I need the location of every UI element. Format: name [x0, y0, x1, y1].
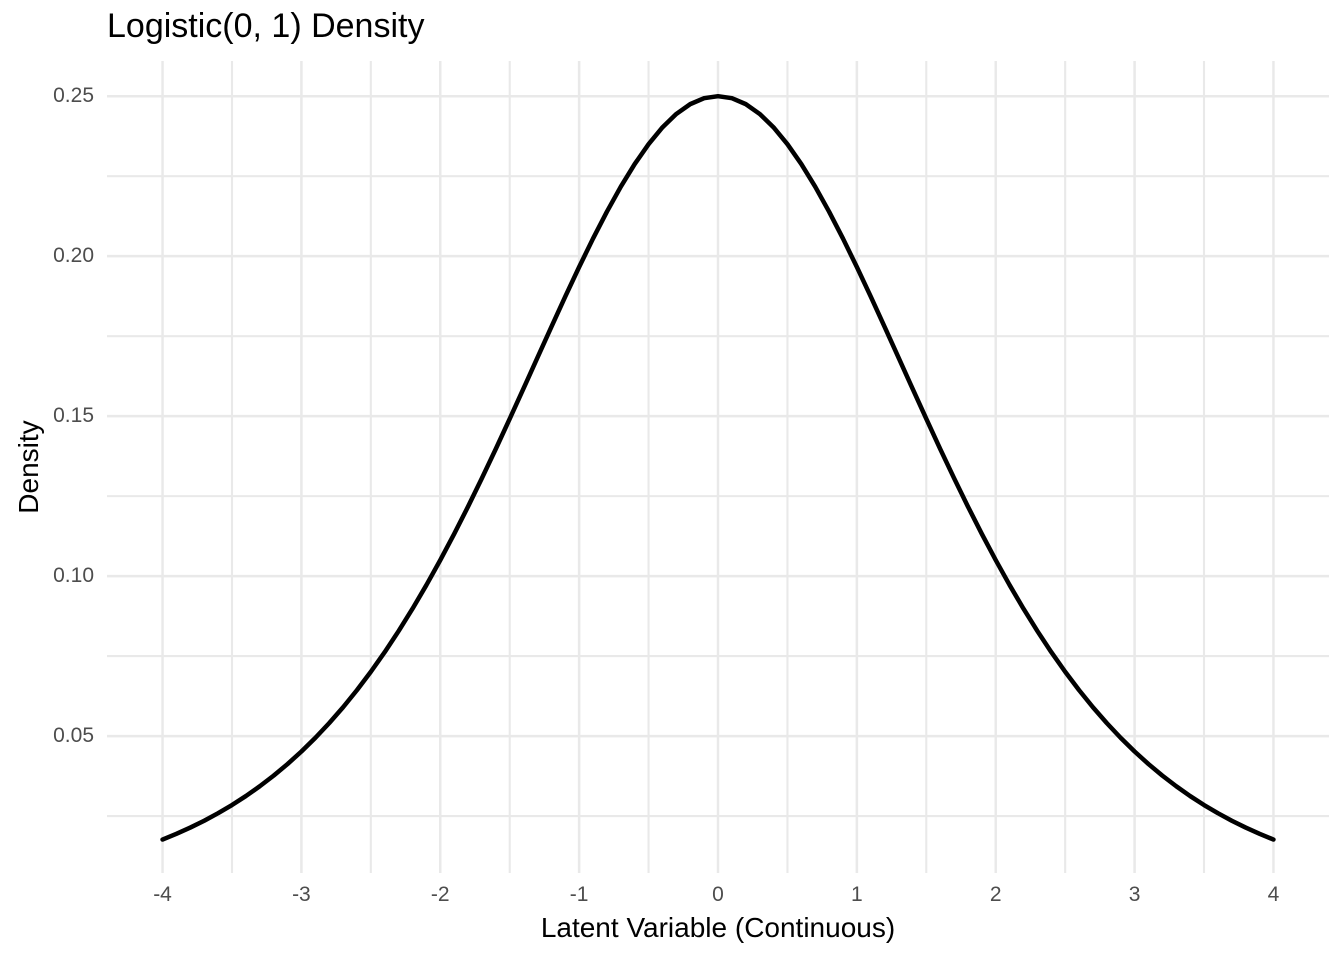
x-tick-label: -1 [569, 883, 589, 906]
plot-title: Logistic(0, 1) Density [107, 7, 425, 45]
x-tick-label: 1 [851, 883, 863, 906]
density-curve [160, 93, 1276, 842]
x-tick-label: -4 [153, 883, 172, 906]
x-tick-label: -2 [430, 883, 450, 906]
x-tick-label: 3 [1128, 883, 1141, 906]
y-tick-label: 0.15 [53, 404, 94, 428]
x-tick-label: 2 [989, 883, 1002, 906]
y-axis-title: Density [13, 420, 44, 514]
x-tick-label: 0 [712, 883, 724, 906]
x-tick-label: -3 [292, 883, 311, 906]
x-axis-title: Latent Variable (Continuous) [540, 912, 896, 943]
y-tick-label: 0.25 [53, 84, 94, 108]
y-tick-label: 0.10 [53, 564, 94, 588]
y-tick-label: 0.20 [53, 244, 94, 268]
x-tick-label: 4 [1267, 883, 1280, 906]
y-tick-label: 0.05 [53, 724, 94, 748]
